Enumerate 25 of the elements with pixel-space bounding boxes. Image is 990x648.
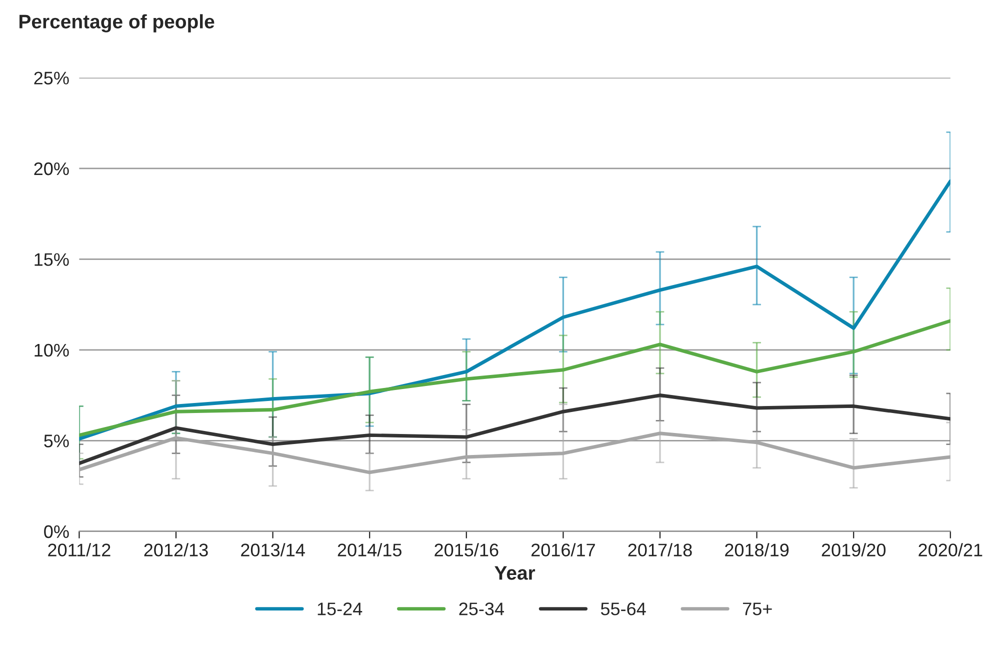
x-tick-label: 2016/17 [531, 543, 595, 556]
y-tick-label: 20% [34, 162, 69, 176]
y-tick-label: 25% [34, 72, 69, 84]
y-tick-label: 15% [34, 253, 69, 266]
y-tick-label: 10% [34, 344, 69, 357]
x-tick-label: 2015/16 [434, 543, 498, 556]
x-tick-label: 2014/15 [338, 543, 402, 556]
x-tick-label: 2011/12 [48, 543, 110, 556]
line-series [79, 432, 950, 474]
legend-label: 75+ [743, 602, 772, 616]
legend-label: 25-34 [459, 602, 504, 616]
x-tick-label: 2018/19 [725, 543, 789, 556]
line-series [79, 319, 950, 437]
x-axis-title: Year [494, 566, 536, 580]
x-tick-label: 2017/18 [628, 543, 692, 556]
y-axis-title: Percentage of people [20, 14, 214, 32]
legend-label: 15-24 [318, 602, 362, 616]
line-series [79, 394, 950, 466]
x-tick-label: 2012/13 [144, 543, 208, 556]
x-tick-label: 2019/20 [822, 543, 886, 556]
x-tick-label: 2020/21 [918, 543, 982, 556]
x-tick-label: 2013/14 [241, 543, 305, 556]
y-tick-label: 0% [44, 525, 69, 538]
legend-label: 55-64 [600, 602, 646, 616]
y-tick-label: 5% [44, 434, 69, 448]
